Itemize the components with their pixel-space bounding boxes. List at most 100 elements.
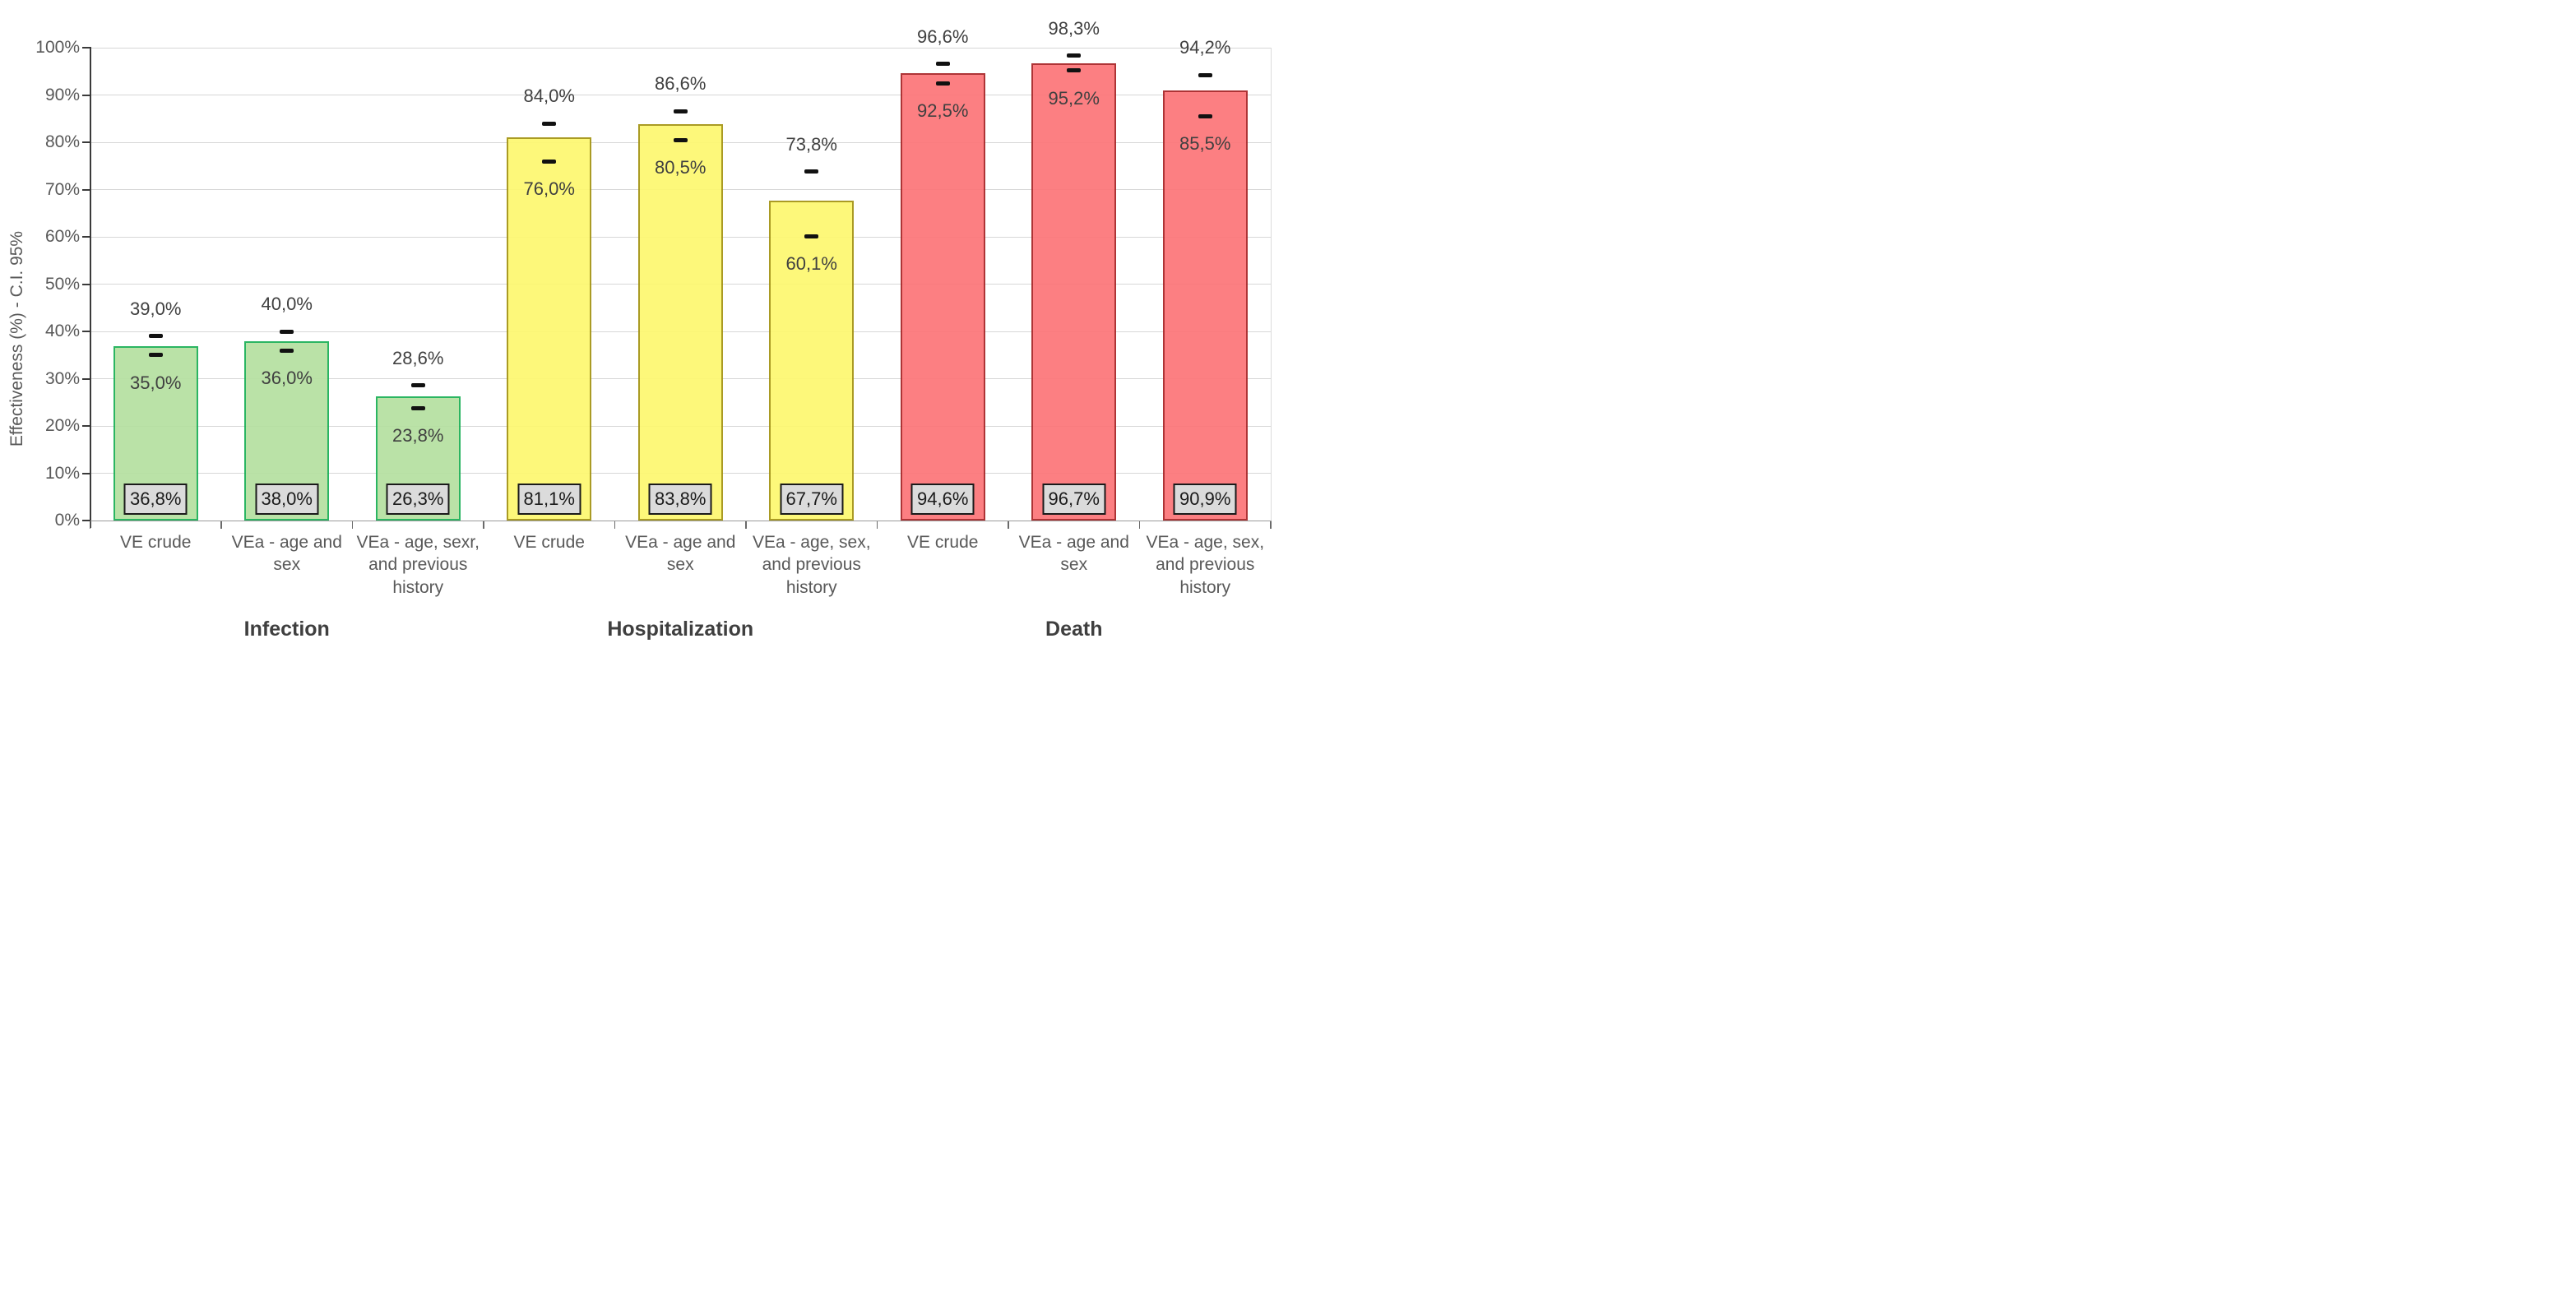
y-axis-tick: [82, 94, 90, 96]
ci-low-marker: [148, 353, 163, 358]
y-tick-label: 90%: [44, 85, 80, 104]
x-axis-tick: [220, 521, 222, 529]
ci-high-marker: [410, 383, 425, 388]
ci-low-marker: [935, 81, 950, 86]
y-tick-label: 70%: [44, 179, 80, 199]
group-label: Hospitalization: [607, 618, 754, 641]
ci-low-label: 85,5%: [1179, 133, 1231, 155]
ci-low-label: 76,0%: [523, 178, 575, 199]
ci-low-label: 35,0%: [130, 372, 182, 393]
x-axis-tick: [1270, 521, 1272, 529]
bar: [769, 200, 855, 521]
y-tick-label: 60%: [44, 227, 80, 246]
ci-low-marker: [1067, 68, 1082, 73]
x-axis-tick: [614, 521, 616, 529]
ci-low-marker: [542, 159, 557, 164]
ci-high-marker: [1067, 53, 1082, 58]
ci-high-label: 39,0%: [130, 298, 182, 319]
ci-low-label: 92,5%: [917, 100, 969, 122]
x-axis-tick: [1138, 521, 1141, 529]
y-tick-label: 10%: [44, 463, 80, 483]
value-label-box: 38,0%: [255, 484, 319, 515]
x-axis-tick: [1008, 521, 1009, 529]
y-tick-label: 100%: [35, 38, 80, 57]
ci-high-label: 40,0%: [261, 294, 313, 314]
category-label: VEa - age and sex: [1018, 533, 1129, 575]
y-axis-tick: [82, 188, 90, 191]
y-tick-label: 80%: [44, 132, 80, 151]
value-label-box: 90,9%: [1173, 484, 1237, 515]
y-tick-label: 20%: [44, 416, 80, 435]
value-label-box: 96,7%: [1042, 484, 1106, 515]
y-axis-title: Effectiveness (%) - C.I. 95%: [7, 230, 26, 447]
y-tick-label: 40%: [44, 322, 80, 340]
ci-low-marker: [280, 348, 294, 353]
y-axis-tick: [82, 472, 90, 474]
category-label: VEa - age and sex: [625, 533, 736, 575]
y-axis-tick: [82, 141, 90, 143]
y-tick-label: 50%: [44, 274, 80, 294]
x-axis-tick: [483, 521, 484, 529]
plot-area: [90, 48, 1272, 521]
y-axis-tick: [82, 331, 90, 332]
category-label: VE crude: [120, 533, 192, 552]
y-axis-tick: [82, 47, 90, 49]
value-label-box: 26,3%: [386, 484, 450, 515]
ci-high-label: 73,8%: [785, 133, 837, 155]
group-label: Infection: [243, 618, 330, 641]
ci-high-marker: [542, 121, 557, 126]
group-label: Death: [1045, 618, 1103, 641]
value-label-box: 36,8%: [123, 484, 188, 515]
ci-low-label: 95,2%: [1048, 87, 1100, 109]
value-label-box: 94,6%: [910, 484, 975, 515]
gridline: [90, 47, 1271, 49]
category-label: VE crude: [513, 533, 585, 552]
y-axis-tick: [82, 520, 90, 521]
ci-low-marker: [804, 234, 819, 238]
ci-high-marker: [673, 109, 688, 113]
ci-low-marker: [410, 405, 425, 410]
ci-high-marker: [148, 334, 163, 339]
ci-high-label: 84,0%: [523, 86, 575, 106]
ci-high-label: 86,6%: [655, 73, 707, 95]
value-label-box: 83,8%: [648, 484, 712, 515]
ci-high-label: 98,3%: [1048, 17, 1100, 39]
y-tick-label: 30%: [44, 368, 80, 388]
y-tick-label: 0%: [54, 511, 80, 530]
x-axis-tick: [876, 521, 878, 529]
ci-low-label: 23,8%: [392, 425, 444, 447]
y-axis-tick: [82, 236, 90, 238]
bar: [1162, 90, 1248, 521]
ci-high-marker: [804, 169, 819, 174]
bar: [507, 137, 592, 521]
y-axis-tick: [82, 377, 90, 380]
category-label: VEa - age, sex, and previous history: [1146, 533, 1265, 597]
ci-low-label: 36,0%: [261, 368, 313, 388]
ci-high-label: 94,2%: [1179, 37, 1231, 58]
y-axis-line: [89, 47, 91, 528]
bar: [637, 124, 723, 521]
category-label: VE crude: [907, 533, 979, 552]
category-label: VEa - age, sex, and previous history: [752, 533, 871, 597]
value-label-box: 67,7%: [780, 484, 844, 515]
x-axis-line: [90, 520, 1272, 521]
category-label: VEa - age, sexr, and previous history: [356, 533, 480, 597]
x-axis-tick: [89, 521, 91, 529]
ci-low-marker: [1198, 113, 1212, 118]
y-axis-tick: [82, 425, 90, 427]
ci-high-label: 28,6%: [392, 347, 444, 368]
x-axis-tick: [351, 521, 354, 529]
ci-high-label: 96,6%: [917, 25, 969, 47]
bar: [900, 73, 985, 521]
ci-low-label: 60,1%: [785, 253, 837, 275]
effectiveness-bar-chart: Effectiveness (%) - C.I. 95% 0% 10% 20% 30%…: [0, 0, 1288, 653]
ci-low-label: 80,5%: [655, 157, 707, 178]
x-axis-tick: [745, 521, 747, 529]
ci-high-marker: [280, 329, 294, 334]
ci-low-marker: [673, 137, 688, 142]
ci-high-marker: [935, 62, 950, 67]
ci-high-marker: [1198, 72, 1212, 77]
bar: [1031, 62, 1117, 521]
value-label-box: 81,1%: [517, 484, 581, 515]
y-axis-tick: [82, 283, 90, 285]
